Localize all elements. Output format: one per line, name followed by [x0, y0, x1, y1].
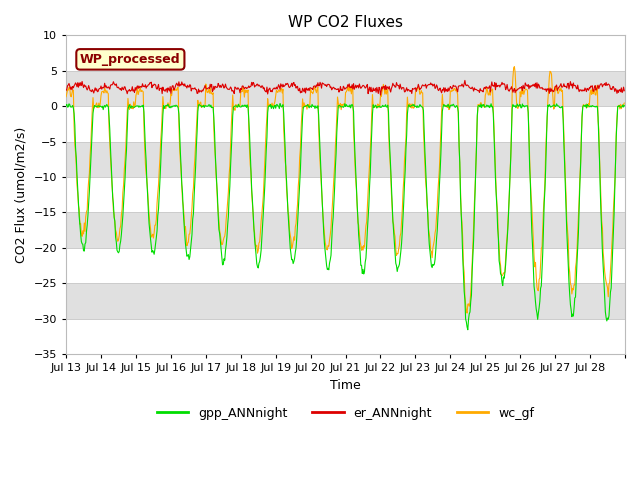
gpp_ANNnight — [258, 236, 266, 241]
er_ANNnight — [230, 91, 238, 96]
gpp_ANNnight — [435, 202, 442, 207]
er_ANNnight — [404, 88, 412, 94]
Text: WP_processed: WP_processed — [80, 53, 180, 66]
Line: er_ANNnight: er_ANNnight — [66, 81, 624, 95]
gpp_ANNnight — [464, 327, 472, 333]
gpp_ANNnight — [128, 103, 136, 109]
wc_gf — [620, 100, 628, 106]
Line: gpp_ANNnight: gpp_ANNnight — [66, 104, 624, 330]
Legend: gpp_ANNnight, er_ANNnight, wc_gf: gpp_ANNnight, er_ANNnight, wc_gf — [152, 402, 540, 425]
wc_gf — [230, 105, 238, 111]
wc_gf — [463, 310, 471, 316]
gpp_ANNnight — [230, 104, 238, 109]
gpp_ANNnight — [276, 101, 284, 107]
er_ANNnight — [128, 87, 136, 93]
wc_gf — [279, 86, 287, 92]
Y-axis label: CO2 Flux (umol/m2/s): CO2 Flux (umol/m2/s) — [15, 127, 28, 263]
wc_gf — [434, 188, 442, 193]
wc_gf — [258, 211, 266, 217]
er_ANNnight — [435, 88, 442, 94]
er_ANNnight — [279, 82, 287, 87]
Title: WP CO2 Fluxes: WP CO2 Fluxes — [288, 15, 403, 30]
gpp_ANNnight — [280, 110, 287, 116]
er_ANNnight — [620, 88, 628, 94]
wc_gf — [511, 64, 518, 70]
Bar — [66, 142, 625, 177]
er_ANNnight — [461, 78, 468, 84]
gpp_ANNnight — [62, 102, 70, 108]
wc_gf — [403, 109, 410, 115]
er_ANNnight — [376, 92, 384, 98]
Bar — [66, 213, 625, 248]
wc_gf — [128, 106, 136, 111]
Bar — [66, 283, 625, 319]
X-axis label: Time: Time — [330, 379, 361, 392]
gpp_ANNnight — [404, 111, 412, 117]
Bar — [66, 71, 625, 106]
gpp_ANNnight — [620, 103, 628, 108]
er_ANNnight — [258, 83, 266, 89]
er_ANNnight — [62, 87, 70, 93]
wc_gf — [62, 94, 70, 100]
Line: wc_gf: wc_gf — [66, 67, 624, 313]
